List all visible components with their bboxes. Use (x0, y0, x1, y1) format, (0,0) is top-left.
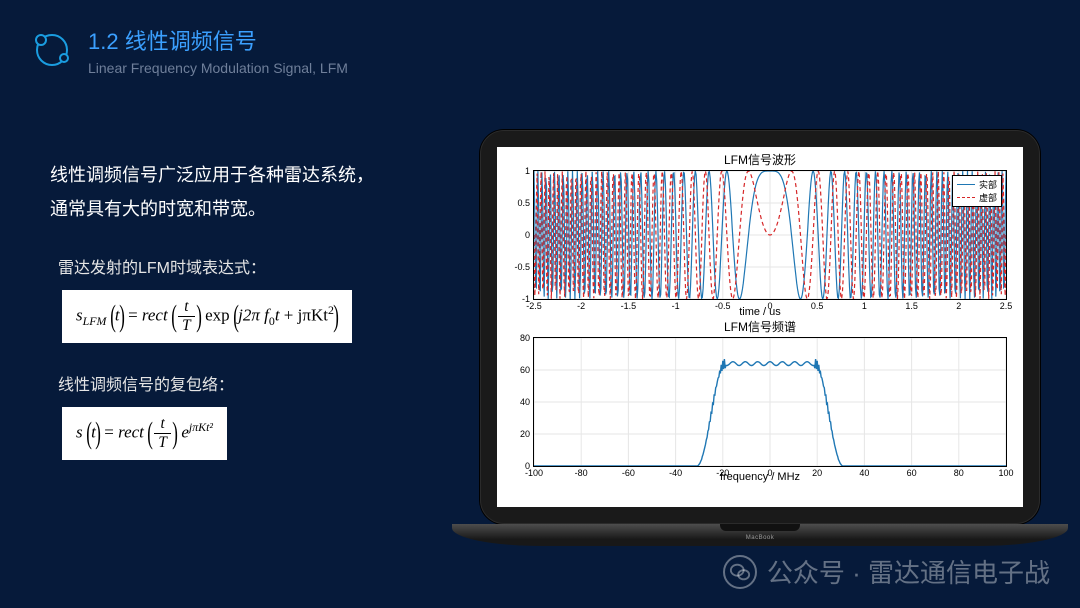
laptop-base: MacBook (452, 524, 1068, 546)
chart2-title: LFM信号频谱 (503, 318, 1017, 335)
chart1-legend: 实部 虚部 (952, 175, 1002, 207)
laptop-screen: LFM信号波形 实部 虚部 -1-0.500.51 -2.5-2-1.5-1-0… (497, 147, 1023, 507)
laptop-brand: MacBook (746, 535, 775, 541)
chart1-title: LFM信号波形 (503, 151, 1017, 168)
formula2: s (t) = rect (tT) ejπKt² (62, 407, 227, 460)
intro-text: 线性调频信号广泛应用于各种雷达系统， 通常具有大的时宽和带宽。 (50, 158, 440, 226)
laptop-screen-bezel: LFM信号波形 实部 虚部 -1-0.500.51 -2.5-2-1.5-1-0… (480, 130, 1040, 524)
formula1-label: 雷达发射的LFM时域表达式： (58, 254, 440, 278)
chart2: 020406080 -100-80-60-40-20020406080100 (533, 337, 1007, 467)
section-icon (28, 24, 76, 72)
section-title: 1.2 线性调频信号 (88, 24, 348, 56)
formula1: sLFM (t) = rect (tT) exp (j2π f0t + jπKt… (62, 290, 352, 343)
content-left: 线性调频信号广泛应用于各种雷达系统， 通常具有大的时宽和带宽。 雷达发射的LFM… (50, 158, 440, 460)
wechat-icon (723, 555, 757, 589)
laptop-mock: LFM信号波形 实部 虚部 -1-0.500.51 -2.5-2-1.5-1-0… (480, 130, 1040, 546)
slide-header: 1.2 线性调频信号 Linear Frequency Modulation S… (28, 24, 348, 76)
section-subtitle: Linear Frequency Modulation Signal, LFM (88, 60, 348, 76)
chart1: 实部 虚部 -1-0.500.51 -2.5-2-1.5-1-0.500.511… (533, 170, 1007, 300)
watermark: 公众号 · 雷达通信电子战 (723, 553, 1050, 590)
formula2-label: 线性调频信号的复包络： (58, 371, 440, 395)
